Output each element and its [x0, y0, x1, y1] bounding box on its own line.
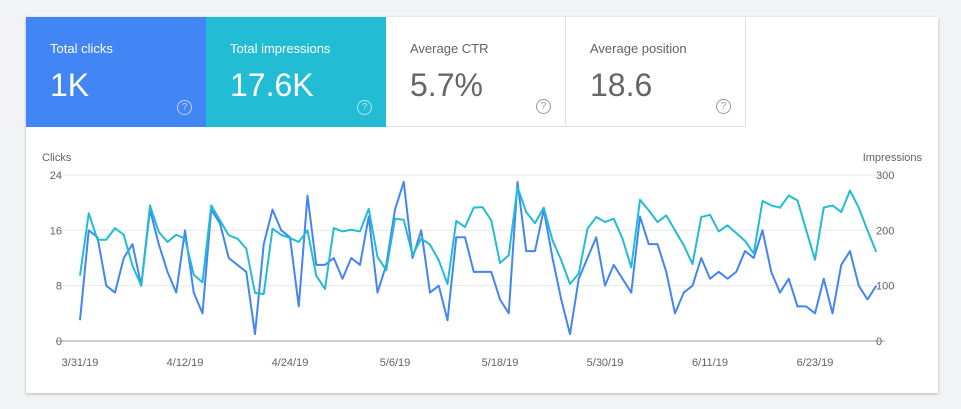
x-tick-label: 5/18/19 — [482, 357, 519, 369]
y-tick-right: 300 — [876, 170, 894, 182]
metric-label: Total clicks — [50, 41, 113, 56]
x-tick-label: 4/24/19 — [272, 357, 309, 369]
x-tick-label: 5/6/19 — [380, 357, 411, 369]
metric-tile-total-impressions[interactable]: Total impressions 17.6K ? — [206, 17, 386, 127]
y-tick-left: 8 — [56, 281, 62, 293]
x-tick-label: 6/23/19 — [797, 357, 834, 369]
y-axis-right-label: Impressions — [863, 152, 923, 164]
y-tick-right: 200 — [876, 225, 894, 237]
x-tick-label: 4/12/19 — [167, 357, 204, 369]
series-line-clicks — [79, 180, 878, 336]
metric-value: 1K — [50, 67, 90, 103]
metric-label: Average CTR — [410, 41, 489, 56]
y-tick-right: 0 — [876, 336, 882, 348]
metric-label: Average position — [590, 41, 687, 56]
metric-tile-average-ctr[interactable]: Average CTR 5.7% ? — [386, 17, 566, 127]
y-tick-left: 0 — [56, 336, 62, 348]
y-axis-left-label: Clicks — [42, 152, 72, 164]
help-icon[interactable]: ? — [716, 99, 731, 114]
help-icon[interactable]: ? — [536, 99, 551, 114]
y-tick-left: 16 — [50, 225, 62, 237]
series-line-impressions — [79, 186, 878, 295]
performance-card: Total clicks 1K ? Total impressions 17.6… — [26, 17, 938, 393]
y-tick-left: 24 — [50, 170, 62, 182]
x-tick-label: 6/11/19 — [692, 357, 728, 369]
metric-value: 5.7% — [410, 67, 483, 103]
x-tick-label: 3/31/19 — [62, 357, 99, 369]
help-icon[interactable]: ? — [357, 100, 372, 115]
x-tick-label: 5/30/19 — [587, 357, 624, 369]
metric-tile-total-clicks[interactable]: Total clicks 1K ? — [26, 17, 206, 127]
metric-value: 17.6K — [230, 67, 314, 103]
metric-label: Total impressions — [230, 41, 331, 56]
help-icon[interactable]: ? — [177, 100, 192, 115]
metric-tiles: Total clicks 1K ? Total impressions 17.6… — [26, 17, 746, 127]
metric-tile-average-position[interactable]: Average position 18.6 ? — [566, 17, 746, 127]
y-tick-right: 100 — [876, 281, 894, 293]
metric-value: 18.6 — [590, 67, 653, 103]
